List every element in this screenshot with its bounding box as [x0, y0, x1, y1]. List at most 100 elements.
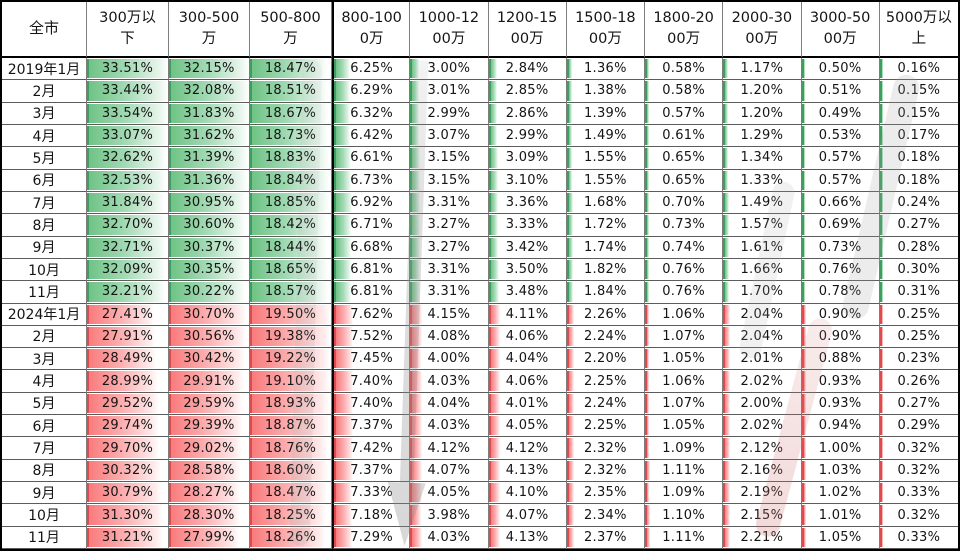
value-cell[interactable]: 3.09% [488, 147, 567, 170]
value-cell[interactable]: 29.70% [87, 437, 169, 460]
value-cell[interactable]: 0.51% [801, 80, 880, 103]
value-cell[interactable]: 33.44% [87, 80, 169, 103]
value-cell[interactable]: 2.26% [566, 303, 645, 326]
value-cell[interactable]: 28.49% [87, 348, 169, 371]
value-cell[interactable]: 4.13% [488, 526, 567, 549]
value-cell[interactable]: 7.33% [332, 482, 411, 505]
value-cell[interactable]: 19.22% [250, 348, 332, 371]
value-cell[interactable]: 1.09% [645, 482, 724, 505]
value-cell[interactable]: 0.17% [879, 124, 958, 148]
value-cell[interactable]: 2.32% [566, 437, 645, 460]
value-cell[interactable]: 0.70% [645, 191, 724, 215]
value-cell[interactable]: 28.30% [169, 504, 250, 527]
value-cell[interactable]: 3.27% [410, 236, 489, 259]
value-cell[interactable]: 29.39% [169, 415, 250, 438]
row-label[interactable]: 4月 [2, 124, 87, 148]
value-cell[interactable]: 29.59% [169, 392, 250, 416]
value-cell[interactable]: 32.21% [87, 281, 169, 304]
value-cell[interactable]: 1.68% [566, 191, 645, 215]
column-header[interactable]: 1200-1500万 [488, 2, 567, 58]
value-cell[interactable]: 3.98% [410, 504, 489, 527]
value-cell[interactable]: 4.08% [410, 325, 489, 349]
value-cell[interactable]: 7.29% [332, 526, 411, 549]
value-cell[interactable]: 3.10% [488, 169, 567, 192]
value-cell[interactable]: 1.55% [566, 169, 645, 192]
value-cell[interactable]: 6.92% [332, 191, 411, 215]
value-cell[interactable]: 2.99% [488, 124, 567, 148]
value-cell[interactable]: 2.24% [566, 325, 645, 349]
value-cell[interactable]: 18.25% [250, 504, 332, 527]
value-cell[interactable]: 30.95% [169, 191, 250, 215]
value-cell[interactable]: 1.05% [645, 415, 724, 438]
value-cell[interactable]: 30.79% [87, 482, 169, 505]
value-cell[interactable]: 2.25% [566, 415, 645, 438]
value-cell[interactable]: 0.23% [879, 348, 958, 371]
row-label[interactable]: 9月 [2, 482, 87, 505]
value-cell[interactable]: 2.02% [723, 415, 802, 438]
value-cell[interactable]: 0.28% [879, 236, 958, 259]
value-cell[interactable]: 6.81% [332, 258, 411, 282]
value-cell[interactable]: 2.16% [723, 459, 802, 483]
value-cell[interactable]: 1.02% [801, 482, 880, 505]
column-header[interactable]: 2000-3000万 [723, 2, 802, 58]
value-cell[interactable]: 3.33% [488, 214, 567, 237]
value-cell[interactable]: 32.08% [169, 80, 250, 103]
value-cell[interactable]: 0.93% [801, 392, 880, 416]
value-cell[interactable]: 19.50% [250, 303, 332, 326]
value-cell[interactable]: 0.58% [645, 80, 724, 103]
column-header[interactable]: 300-500万 [169, 2, 250, 58]
value-cell[interactable]: 0.33% [879, 526, 958, 549]
value-cell[interactable]: 30.32% [87, 459, 169, 483]
value-cell[interactable]: 4.03% [410, 370, 489, 393]
value-cell[interactable]: 31.30% [87, 504, 169, 527]
value-cell[interactable]: 1.10% [645, 504, 724, 527]
value-cell[interactable]: 0.32% [879, 459, 958, 483]
value-cell[interactable]: 3.15% [410, 147, 489, 170]
value-cell[interactable]: 1.34% [723, 147, 802, 170]
value-cell[interactable]: 18.51% [250, 80, 332, 103]
value-cell[interactable]: 1.11% [645, 526, 724, 549]
value-cell[interactable]: 4.11% [488, 303, 567, 326]
value-cell[interactable]: 2.15% [723, 504, 802, 527]
value-cell[interactable]: 2.99% [410, 102, 489, 125]
row-label[interactable]: 2月 [2, 325, 87, 349]
value-cell[interactable]: 3.42% [488, 236, 567, 259]
value-cell[interactable]: 3.15% [410, 169, 489, 192]
value-cell[interactable]: 6.42% [332, 124, 411, 148]
value-cell[interactable]: 0.25% [879, 303, 958, 326]
value-cell[interactable]: 4.03% [410, 526, 489, 549]
value-cell[interactable]: 18.84% [250, 169, 332, 192]
value-cell[interactable]: 4.13% [488, 459, 567, 483]
value-cell[interactable]: 1.06% [645, 370, 724, 393]
value-cell[interactable]: 0.30% [879, 258, 958, 282]
value-cell[interactable]: 32.09% [87, 258, 169, 282]
value-cell[interactable]: 30.22% [169, 281, 250, 304]
value-cell[interactable]: 1.39% [566, 102, 645, 125]
value-cell[interactable]: 7.42% [332, 437, 411, 460]
value-cell[interactable]: 4.04% [488, 348, 567, 371]
row-label[interactable]: 2019年1月 [2, 58, 87, 81]
value-cell[interactable]: 7.52% [332, 325, 411, 349]
value-cell[interactable]: 2.12% [723, 437, 802, 460]
value-cell[interactable]: 0.27% [879, 214, 958, 237]
value-cell[interactable]: 31.62% [169, 124, 250, 148]
value-cell[interactable]: 1.20% [723, 102, 802, 125]
value-cell[interactable]: 0.50% [801, 58, 880, 81]
value-cell[interactable]: 4.03% [410, 415, 489, 438]
value-cell[interactable]: 0.65% [645, 169, 724, 192]
row-label[interactable]: 5月 [2, 147, 87, 170]
value-cell[interactable]: 0.57% [801, 169, 880, 192]
value-cell[interactable]: 1.11% [645, 459, 724, 483]
value-cell[interactable]: 2.24% [566, 392, 645, 416]
value-cell[interactable]: 2.20% [566, 348, 645, 371]
value-cell[interactable]: 28.27% [169, 482, 250, 505]
value-cell[interactable]: 1.57% [723, 214, 802, 237]
value-cell[interactable]: 0.31% [879, 281, 958, 304]
value-cell[interactable]: 6.25% [332, 58, 411, 81]
column-header[interactable]: 3000-5000万 [801, 2, 880, 58]
value-cell[interactable]: 0.74% [645, 236, 724, 259]
column-header[interactable]: 800-1000万 [332, 2, 411, 58]
value-cell[interactable]: 1.38% [566, 80, 645, 103]
value-cell[interactable]: 3.31% [410, 258, 489, 282]
value-cell[interactable]: 1.00% [801, 437, 880, 460]
